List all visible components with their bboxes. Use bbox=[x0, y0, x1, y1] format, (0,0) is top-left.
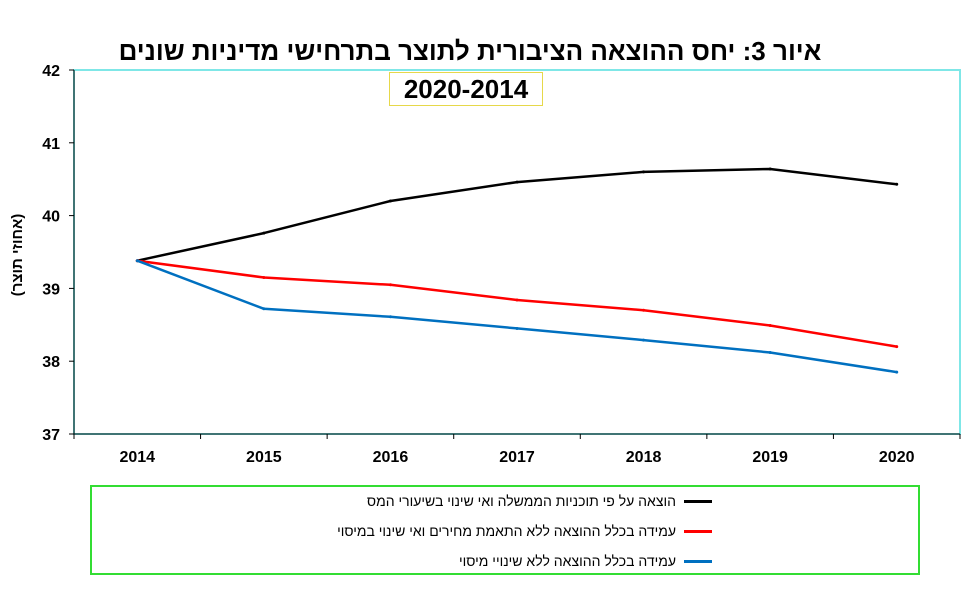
y-tick-label: 41 bbox=[42, 136, 60, 153]
data-point bbox=[895, 182, 899, 186]
data-point bbox=[642, 170, 646, 174]
x-tick-label: 2020 bbox=[879, 449, 915, 466]
legend-item-1: הוצאה על פי תוכניות הממשלה ואי שינוי בשי… bbox=[292, 490, 712, 512]
data-point bbox=[388, 315, 392, 319]
data-point bbox=[768, 350, 772, 354]
x-tick-label: 2015 bbox=[246, 449, 282, 466]
data-point bbox=[515, 298, 519, 302]
data-point bbox=[388, 283, 392, 287]
data-point bbox=[768, 324, 772, 328]
data-point bbox=[388, 199, 392, 203]
legend-item-3: עמידה בכלל ההוצאה ללא שינויי מיסוי bbox=[292, 550, 712, 572]
plot-area bbox=[73, 69, 961, 435]
x-tick-label: 2018 bbox=[626, 449, 662, 466]
y-tick-label: 38 bbox=[42, 354, 60, 371]
data-point bbox=[642, 308, 646, 312]
legend-swatch-2 bbox=[684, 529, 712, 533]
x-tick-label: 2014 bbox=[119, 449, 155, 466]
axes: 37 38 39 40 41 42 2014 2015 2016 2017 2018 2019 2020 bbox=[42, 63, 961, 466]
x-tick-label: 2019 bbox=[752, 449, 788, 466]
legend-label-3: עמידה בכלל ההוצאה ללא שינויי מיסוי bbox=[458, 553, 676, 569]
data-point bbox=[262, 231, 266, 235]
legend-item-2: עמידה בכלל ההוצאה ללא התאמת מחירים ואי ש… bbox=[292, 520, 712, 542]
legend: הוצאה על פי תוכניות הממשלה ואי שינוי בשי… bbox=[90, 485, 920, 575]
data-point bbox=[895, 370, 899, 374]
legend-swatch-1 bbox=[684, 499, 712, 503]
chart-title-years: 2020-2014 bbox=[389, 72, 543, 106]
x-tick-label: 2017 bbox=[499, 449, 535, 466]
y-tick-label: 39 bbox=[42, 281, 60, 298]
y-tick-label: 42 bbox=[42, 63, 60, 80]
x-tick-label: 2016 bbox=[373, 449, 409, 466]
y-tick-label: 40 bbox=[42, 209, 60, 226]
data-point bbox=[135, 259, 139, 263]
data-point bbox=[768, 167, 772, 171]
data-point bbox=[262, 307, 266, 311]
data-point bbox=[515, 180, 519, 184]
series-layer bbox=[135, 167, 899, 374]
legend-label-2: עמידה בכלל ההוצאה ללא התאמת מחירים ואי ש… bbox=[337, 523, 676, 539]
data-point bbox=[262, 275, 266, 279]
y-axis-label: (אחוזי תוצר) bbox=[9, 214, 26, 297]
data-point bbox=[642, 338, 646, 342]
data-point bbox=[515, 326, 519, 330]
legend-swatch-3 bbox=[684, 559, 712, 563]
data-point bbox=[895, 345, 899, 349]
chart-title: איור 3: יחס ההוצאה הציבורית לתוצר בתרחיש… bbox=[118, 36, 822, 66]
legend-label-1: הוצאה על פי תוכניות הממשלה ואי שינוי בשי… bbox=[366, 493, 676, 509]
y-tick-label: 37 bbox=[42, 427, 60, 444]
